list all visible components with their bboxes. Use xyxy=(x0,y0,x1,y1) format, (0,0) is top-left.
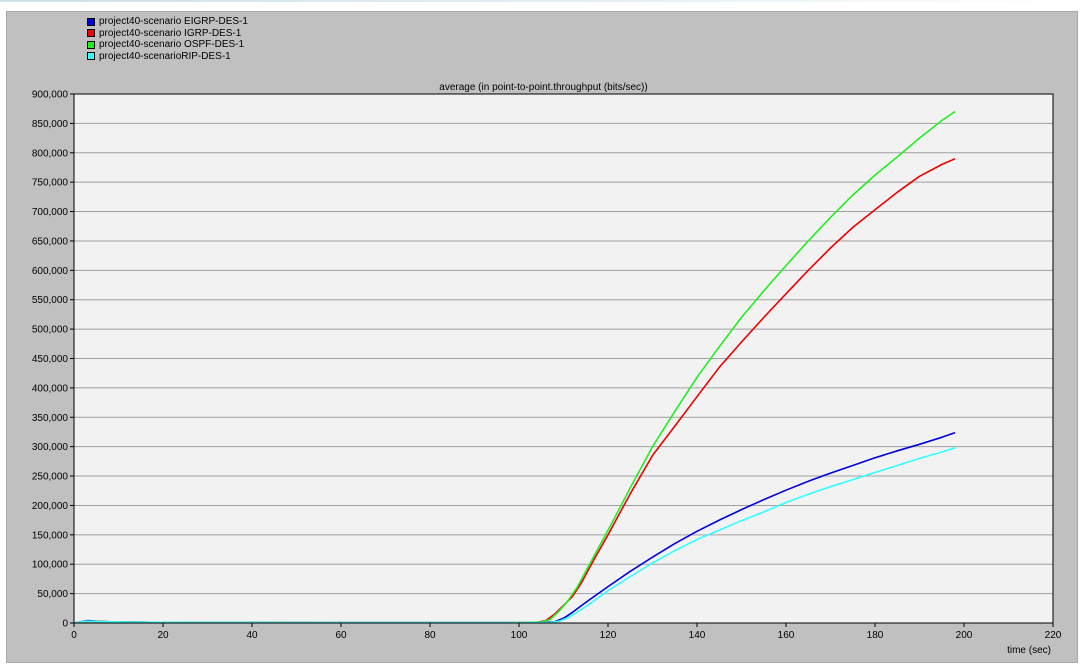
y-tick-label: 400,000 xyxy=(32,383,69,394)
y-tick-label: 700,000 xyxy=(32,207,69,218)
y-tick-label: 100,000 xyxy=(32,560,69,571)
chart-legend: project40-scenario EIGRP-DES-1 project40-… xyxy=(87,16,248,62)
y-tick-label: 900,000 xyxy=(32,90,69,101)
y-tick-label: 550,000 xyxy=(32,295,69,306)
legend-item: project40-scenarioRIP-DES-1 xyxy=(87,51,248,63)
y-tick-label: 350,000 xyxy=(32,413,69,424)
legend-item: project40-scenario OSPF-DES-1 xyxy=(87,39,248,51)
x-axis-label: time (sec) xyxy=(1007,645,1051,656)
legend-swatch xyxy=(87,17,95,26)
y-tick-label: 850,000 xyxy=(32,119,69,130)
window-top-edge xyxy=(0,0,1081,2)
y-tick-label: 200,000 xyxy=(32,501,69,512)
x-tick-label: 0 xyxy=(71,630,77,641)
x-tick-label: 80 xyxy=(424,630,436,641)
legend-label: project40-scenario OSPF-DES-1 xyxy=(99,39,245,50)
legend-swatch xyxy=(87,40,95,49)
x-tick-label: 100 xyxy=(511,630,528,641)
x-tick-label: 200 xyxy=(956,630,973,641)
x-tick-label: 140 xyxy=(689,630,706,641)
x-tick-label: 160 xyxy=(778,630,795,641)
y-tick-label: 450,000 xyxy=(32,354,69,365)
chart-title: average (in point-to-point.throughput (b… xyxy=(439,82,647,93)
y-tick-label: 500,000 xyxy=(32,325,69,336)
x-tick-label: 60 xyxy=(335,630,347,641)
x-tick-label: 40 xyxy=(246,630,258,641)
y-tick-label: 150,000 xyxy=(32,530,69,541)
y-tick-label: 50,000 xyxy=(37,589,68,600)
y-tick-label: 750,000 xyxy=(32,178,69,189)
x-tick-label: 220 xyxy=(1045,630,1062,641)
y-tick-label: 250,000 xyxy=(32,472,69,483)
legend-swatch xyxy=(87,29,95,38)
line-chart: average (in point-to-point.throughput (b… xyxy=(32,82,1062,656)
legend-label: project40-scenario IGRP-DES-1 xyxy=(99,27,242,39)
y-tick-label: 300,000 xyxy=(32,442,69,453)
series-line-4 xyxy=(73,447,956,624)
y-tick-label: 0 xyxy=(62,619,68,630)
chart-panel: average (in point-to-point.throughput (b… xyxy=(6,11,1078,663)
x-tick-label: 180 xyxy=(867,630,884,641)
y-tick-label: 650,000 xyxy=(32,236,69,247)
legend-swatch xyxy=(87,52,95,61)
plot-border xyxy=(73,93,1054,624)
x-tick-label: 20 xyxy=(157,630,169,641)
y-tick-label: 600,000 xyxy=(32,266,69,277)
legend-label: project40-scenario EIGRP-DES-1 xyxy=(99,16,248,27)
legend-label: project40-scenarioRIP-DES-1 xyxy=(99,50,231,62)
x-tick-label: 120 xyxy=(600,630,617,641)
legend-item: project40-scenario IGRP-DES-1 xyxy=(87,28,248,40)
y-tick-label: 800,000 xyxy=(32,148,69,159)
legend-item: project40-scenario EIGRP-DES-1 xyxy=(87,16,248,28)
